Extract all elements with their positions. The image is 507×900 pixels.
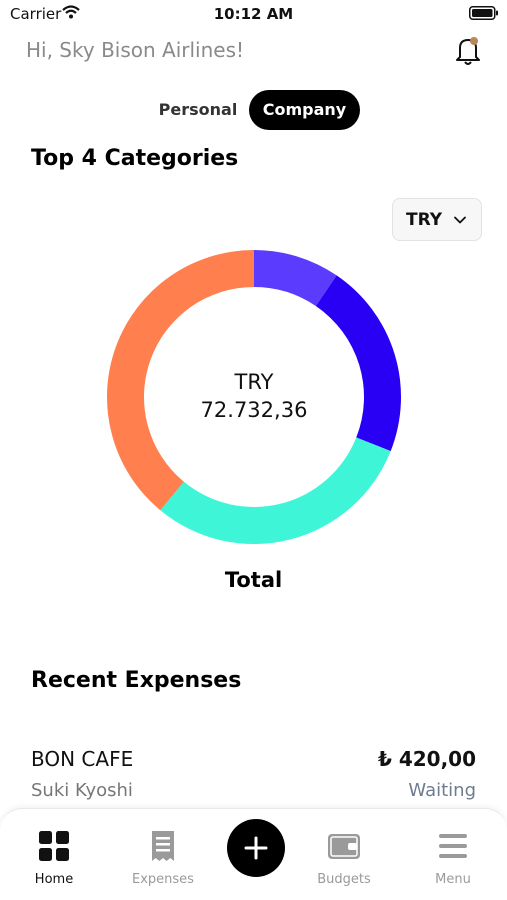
categories-donut-chart: [107, 250, 401, 544]
battery-icon: [469, 6, 498, 20]
greeting-text: Hi, Sky Bison Airlines!: [26, 38, 245, 62]
bottom-tab-bar: Home Expenses Budgets Menu: [0, 808, 507, 900]
expense-person: Suki Kyoshi: [31, 780, 133, 801]
tab-menu[interactable]: Menu: [408, 809, 498, 900]
currency-dropdown[interactable]: TRY: [392, 198, 482, 241]
tab-home[interactable]: Home: [9, 809, 99, 900]
donut-total-currency: TRY: [234, 370, 274, 394]
donut-slice-2: [315, 275, 401, 452]
donut-total-amount: 72.732,36: [200, 398, 308, 422]
donut-caption: Total: [224, 568, 283, 592]
tab-menu-label: Menu: [435, 872, 471, 887]
donut-slice-4: [107, 250, 254, 511]
chevron-down-icon: [454, 216, 466, 224]
wifi-icon: [62, 5, 80, 19]
account-segment-control: Personal Company: [148, 90, 360, 130]
expense-status: Waiting: [408, 780, 476, 801]
bell-icon: [456, 37, 480, 65]
add-expense-button[interactable]: [227, 819, 285, 877]
tab-budgets-label: Budgets: [317, 872, 371, 887]
tab-expenses[interactable]: Expenses: [118, 809, 208, 900]
currency-value: TRY: [406, 210, 443, 230]
notifications-button[interactable]: [453, 35, 483, 67]
donut-slice-3: [160, 437, 391, 544]
categories-title: Top 4 Categories: [31, 146, 239, 171]
carrier-label: Carrier: [10, 5, 62, 23]
expense-row[interactable]: BON CAFE ₺ 420,00 Suki Kyoshi Waiting: [0, 740, 507, 808]
expense-name: BON CAFE: [31, 747, 134, 771]
tab-home-label: Home: [34, 872, 74, 887]
wallet-icon: [328, 834, 360, 859]
status-bar: Carrier 10:12 AM: [0, 0, 507, 30]
segment-company[interactable]: Company: [249, 90, 360, 130]
receipt-icon: [152, 831, 174, 861]
grid-icon: [39, 831, 69, 861]
tab-expenses-label: Expenses: [132, 872, 194, 887]
plus-icon: [244, 836, 268, 860]
recent-expenses-title: Recent Expenses: [31, 668, 242, 693]
status-time: 10:12 AM: [213, 5, 294, 23]
segment-personal[interactable]: Personal: [158, 100, 238, 119]
tab-budgets[interactable]: Budgets: [299, 809, 389, 900]
donut-slice-1: [254, 250, 337, 307]
menu-icon: [439, 834, 467, 858]
expense-amount: ₺ 420,00: [377, 747, 476, 771]
donut-total: TRY 72.732,36: [107, 368, 401, 424]
